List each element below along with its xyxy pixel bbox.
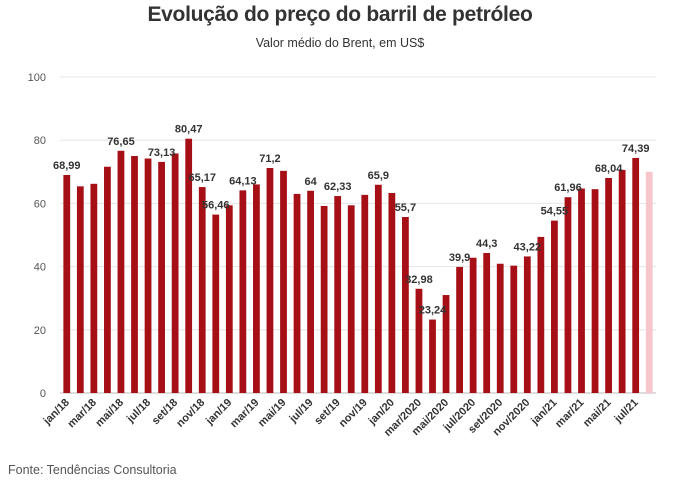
bar [307,190,314,393]
bar [402,216,409,393]
bar [456,266,463,393]
data-label: 32,98 [405,274,433,286]
bar [510,265,518,393]
data-label: 23,24 [419,305,447,317]
source-note: Fonte: Tendências Consultoria [8,463,177,477]
data-label: 65,9 [368,170,389,182]
x-tick-label: jul/19 [287,397,316,426]
y-tick-label: 0 [40,388,46,400]
bar [280,170,287,393]
data-label: 76,65 [107,136,135,148]
x-axis-ticks: jan/18mar/18mai/18jul/18set/18nov/18jan/… [41,397,641,439]
data-label: 71,2 [259,153,280,165]
y-tick-label: 100 [28,72,46,84]
x-tick-label: mar/18 [65,397,99,431]
data-label: 62,33 [324,181,352,193]
data-label: 43,22 [514,241,542,253]
bar [131,156,138,393]
bar [469,257,477,393]
data-label: 68,99 [53,160,81,172]
bar [429,319,436,393]
bar [158,161,165,393]
bar [388,192,396,393]
x-tick-label: mar/19 [228,397,262,431]
bar [591,189,599,393]
bar [253,184,260,393]
data-label: 68,04 [595,163,623,175]
x-tick-label: nov/19 [337,397,370,430]
data-label: 39,9 [449,252,470,264]
data-label: 73,13 [148,147,176,159]
bar [605,177,612,393]
bar [104,166,111,393]
bar [564,197,572,393]
y-tick-label: 80 [34,135,46,147]
bar [483,253,491,393]
data-label: 64,13 [229,175,257,187]
bar [496,263,504,393]
bar [361,194,369,393]
bar [239,190,247,393]
bar [618,169,626,393]
bar [293,193,301,393]
bar [171,153,179,393]
bar [645,171,653,393]
bar [347,205,355,393]
bar [415,288,423,393]
x-tick-label: mai/18 [93,397,126,430]
x-tick-label: jul/21 [612,397,641,426]
bar [632,157,640,393]
bar [212,214,220,393]
bar [63,174,71,393]
bar [225,205,233,393]
bar [117,150,125,393]
bar [523,256,531,393]
x-tick-label: jul/18 [124,397,153,426]
y-tick-label: 60 [34,198,46,210]
data-label: 54,55 [541,206,569,218]
x-tick-label: nov/18 [174,397,207,430]
bar [334,196,342,393]
y-axis-ticks: 0 20 40 60 80 100 [28,72,46,400]
bar [442,295,450,393]
data-label: 56,46 [202,200,230,212]
data-label: 64 [304,176,317,188]
bar [76,186,84,393]
bar [537,236,545,393]
bar [578,188,585,393]
x-tick-label: mai/19 [256,397,289,430]
bar [551,220,558,393]
data-label: 65,17 [188,172,216,184]
data-label: 44,3 [476,238,497,250]
chart-subtitle: Valor médio do Brent, em US$ [255,36,425,50]
bar [185,138,193,393]
bar [266,168,274,393]
bar [320,205,328,393]
chart-title: Evolução do preço do barril de petróleo [147,3,533,26]
data-label: 74,39 [622,143,650,155]
bar [144,158,152,393]
data-label: 61,96 [554,182,582,194]
x-tick-label: mai/21 [581,397,614,430]
data-label: 80,47 [175,124,203,136]
bar [90,183,98,393]
data-label: 55,7 [395,202,416,214]
y-tick-label: 40 [34,262,46,274]
bar [374,184,382,393]
bars [63,138,653,393]
x-tick-label: mar/21 [553,397,587,431]
bar [198,187,206,393]
y-tick-label: 20 [34,325,46,337]
